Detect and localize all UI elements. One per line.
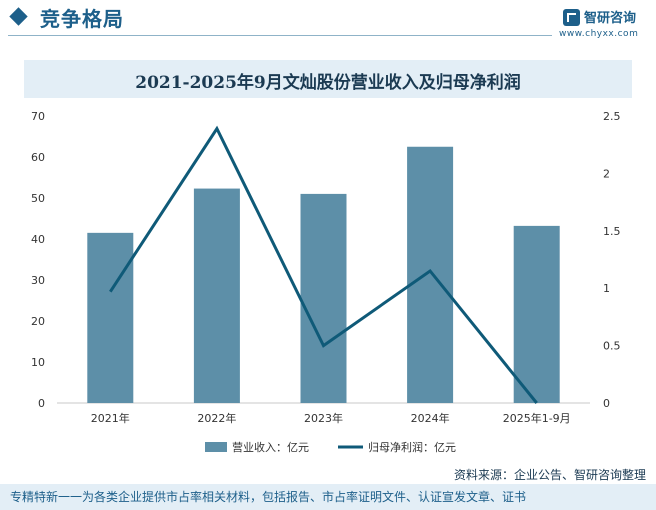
y-left-tick-label: 70 xyxy=(31,110,45,123)
y-right-tick-label: 1.5 xyxy=(603,225,621,238)
header: 竞争格局 智研咨询 www.chyxx.com xyxy=(0,0,656,42)
y-left-tick-label: 50 xyxy=(31,192,45,205)
y-left-tick-label: 60 xyxy=(31,151,45,164)
revenue-bar xyxy=(407,146,454,403)
header-divider xyxy=(8,35,552,36)
chart-title-bar: 2021-2025年9月文灿股份营业收入及归母净利润 xyxy=(24,60,632,98)
y-right-tick-label: 0 xyxy=(603,397,610,410)
revenue-bar xyxy=(87,232,134,403)
section-title: 竞争格局 xyxy=(40,7,124,31)
x-tick-label: 2022年 xyxy=(197,411,236,425)
y-right-tick-label: 0.5 xyxy=(603,340,621,353)
y-left-tick-label: 10 xyxy=(31,356,45,369)
footer-source: 资料来源：企业公告、智研咨询整理 xyxy=(453,468,646,482)
y-left-tick-label: 40 xyxy=(31,233,45,246)
legend-revenue-swatch xyxy=(205,442,227,452)
y-left-tick-label: 30 xyxy=(31,274,45,287)
y-left-tick-label: 0 xyxy=(38,397,45,410)
brand: 智研咨询 www.chyxx.com xyxy=(559,7,653,39)
x-tick-label: 2025年1-9月 xyxy=(503,411,571,425)
y-right-tick-label: 1 xyxy=(603,282,610,295)
brand-name: 智研咨询 xyxy=(584,11,637,26)
y-left-tick-label: 20 xyxy=(31,315,45,328)
legend-revenue-label: 营业收入：亿元 xyxy=(232,440,309,454)
revenue-bar xyxy=(193,188,240,403)
footer-tagline: 专精特新一一为各类企业提供市占率相关材料，包括报告、市占率证明文件、认证宣发文章… xyxy=(10,490,527,504)
y-right-tick-label: 2 xyxy=(603,167,610,180)
revenue-bar xyxy=(300,193,347,403)
x-tick-label: 2021年 xyxy=(91,411,130,425)
net-profit-line xyxy=(109,125,538,404)
brand-logo-icon xyxy=(563,9,580,26)
chart-title: 2021-2025年9月文灿股份营业收入及归母净利润 xyxy=(135,73,521,93)
y-right-tick-label: 2.5 xyxy=(603,110,621,123)
brand-url: www.chyxx.com xyxy=(559,29,639,39)
x-tick-label: 2023年 xyxy=(304,411,343,425)
revenue-bar xyxy=(513,225,560,403)
x-tick-label: 2024年 xyxy=(411,411,450,425)
legend-profit-label: 归母净利润：亿元 xyxy=(368,440,456,454)
footer-bar: 专精特新一一为各类企业提供市占率相关材料，包括报告、市占率证明文件、认证宣发文章… xyxy=(0,484,656,510)
